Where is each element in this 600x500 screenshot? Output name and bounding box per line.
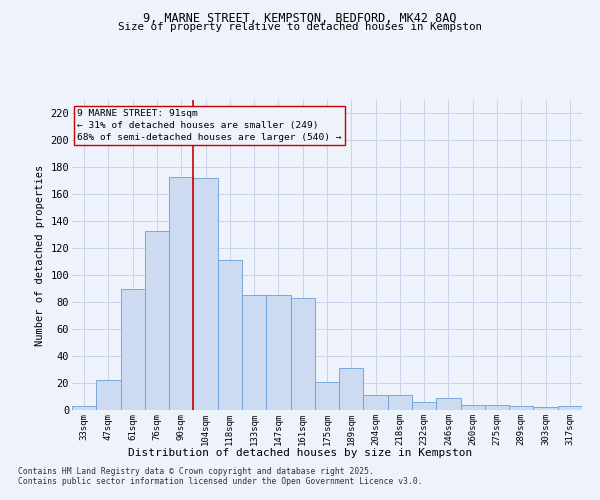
Bar xyxy=(412,402,436,410)
Bar xyxy=(315,382,339,410)
Bar xyxy=(485,404,509,410)
Text: Distribution of detached houses by size in Kempston: Distribution of detached houses by size … xyxy=(128,448,472,458)
Bar xyxy=(121,288,145,410)
Bar xyxy=(266,296,290,410)
Bar xyxy=(169,177,193,410)
Bar xyxy=(509,406,533,410)
Y-axis label: Number of detached properties: Number of detached properties xyxy=(35,164,45,346)
Bar xyxy=(558,406,582,410)
Bar xyxy=(145,230,169,410)
Bar xyxy=(364,395,388,410)
Bar xyxy=(388,395,412,410)
Text: 9 MARNE STREET: 91sqm
← 31% of detached houses are smaller (249)
68% of semi-det: 9 MARNE STREET: 91sqm ← 31% of detached … xyxy=(77,110,341,142)
Text: 9, MARNE STREET, KEMPSTON, BEDFORD, MK42 8AQ: 9, MARNE STREET, KEMPSTON, BEDFORD, MK42… xyxy=(143,12,457,26)
Text: Contains public sector information licensed under the Open Government Licence v3: Contains public sector information licen… xyxy=(18,477,422,486)
Bar xyxy=(193,178,218,410)
Text: Size of property relative to detached houses in Kempston: Size of property relative to detached ho… xyxy=(118,22,482,32)
Bar xyxy=(533,408,558,410)
Bar xyxy=(436,398,461,410)
Text: Contains HM Land Registry data © Crown copyright and database right 2025.: Contains HM Land Registry data © Crown c… xyxy=(18,467,374,476)
Bar xyxy=(461,404,485,410)
Bar xyxy=(218,260,242,410)
Bar xyxy=(339,368,364,410)
Bar xyxy=(242,296,266,410)
Bar xyxy=(290,298,315,410)
Bar xyxy=(96,380,121,410)
Bar xyxy=(72,406,96,410)
